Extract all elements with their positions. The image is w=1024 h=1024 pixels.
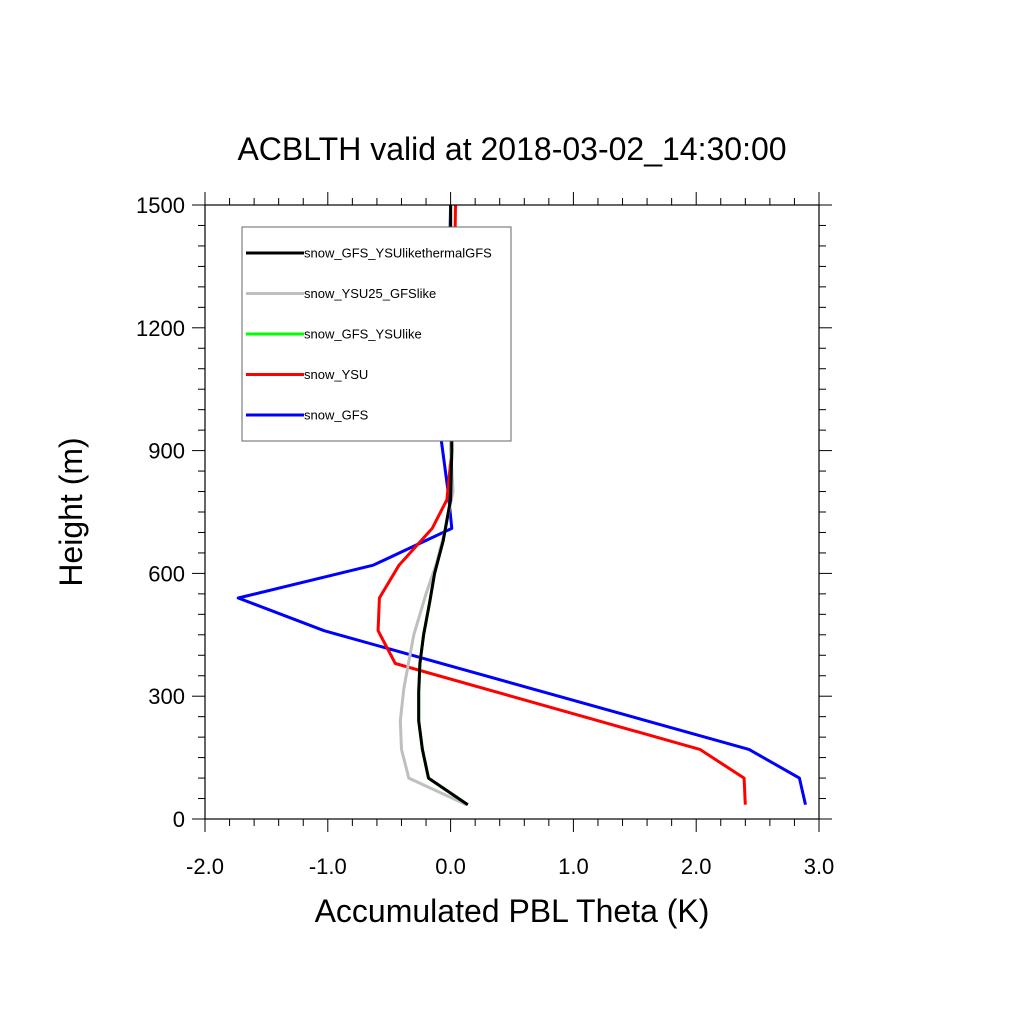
y-tick-label: 1500 [136, 193, 185, 218]
y-tick-label: 1200 [136, 316, 185, 341]
y-tick-label: 600 [148, 561, 185, 586]
legend: snow_GFS_YSUlikethermalGFS snow_YSU25_GFS… [241, 226, 512, 442]
x-tick-label: 2.0 [681, 854, 712, 879]
legend-label-3: snow_YSU [304, 367, 368, 382]
x-tick-label: 1.0 [558, 854, 589, 879]
legend-label-2: snow_GFS_YSUlike [304, 327, 422, 342]
x-tick-label: 0.0 [435, 854, 466, 879]
x-axis-label: Accumulated PBL Theta (K) [315, 893, 710, 929]
chart-title: ACBLTH valid at 2018-03-02_14:30:00 [237, 131, 786, 167]
legend-label-4: snow_GFS [304, 408, 369, 423]
y-tick-labels: 0 300 600 900 1200 1500 [136, 193, 185, 832]
y-tick-label: 0 [173, 807, 185, 832]
legend-label-1: snow_YSU25_GFSlike [304, 286, 436, 301]
axis-ticks [192, 192, 832, 832]
y-tick-label: 900 [148, 439, 185, 464]
x-tick-labels: -2.0 -1.0 0.0 1.0 2.0 3.0 [186, 854, 834, 879]
x-tick-label: -2.0 [186, 854, 224, 879]
y-tick-label: 300 [148, 684, 185, 709]
y-axis-label: Height (m) [53, 437, 89, 586]
x-tick-label: 3.0 [804, 854, 835, 879]
legend-label-0: snow_GFS_YSUlikethermalGFS [304, 246, 492, 261]
x-tick-label: -1.0 [309, 854, 347, 879]
series-line-0 [417, 205, 469, 806]
